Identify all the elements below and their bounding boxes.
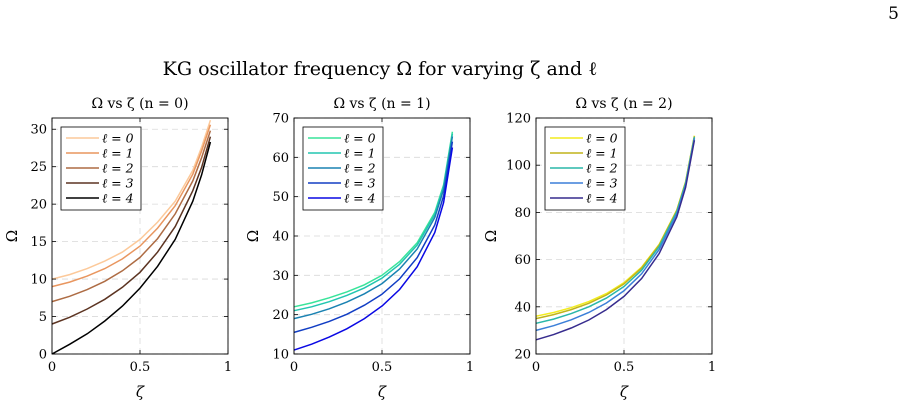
figure-title: KG oscillator frequency Ω for varying ζ … bbox=[162, 58, 598, 80]
y-tick-label: 10 bbox=[272, 348, 289, 363]
series-line-4 bbox=[535, 140, 696, 341]
subplot-n0: Ω vs ζ (n = 0) ζ Ω bbox=[3, 96, 189, 401]
legend-label: ℓ = 1 bbox=[102, 146, 134, 161]
y-tick-label: 120 bbox=[506, 112, 531, 127]
x-axis-label: ζ bbox=[136, 383, 145, 401]
subplot-n2: Ω vs ζ (n = 2) ζ Ω bbox=[482, 96, 673, 401]
y-tick-label: 40 bbox=[272, 230, 289, 245]
subplot-title: Ω vs ζ (n = 1) bbox=[333, 96, 430, 112]
legend-label: ℓ = 0 bbox=[344, 131, 376, 146]
subplot-title: Ω vs ζ (n = 0) bbox=[91, 96, 188, 112]
x-tick-label: 0 bbox=[290, 360, 298, 375]
x-axis-label: ζ bbox=[620, 383, 629, 401]
y-axis-label: Ω bbox=[244, 230, 262, 242]
y-tick-label: 20 bbox=[30, 198, 47, 213]
y-tick-label: 40 bbox=[514, 300, 531, 315]
x-axis-label: ζ bbox=[378, 383, 387, 401]
x-tick-label: 1 bbox=[708, 360, 716, 375]
y-tick-label: 15 bbox=[30, 235, 47, 250]
legend-label: ℓ = 2 bbox=[102, 161, 134, 176]
x-tick-label: 1 bbox=[466, 360, 474, 375]
y-tick-label: 60 bbox=[272, 151, 289, 166]
series-line-2 bbox=[51, 130, 212, 303]
y-tick-label: 10 bbox=[30, 273, 47, 288]
x-tick-label: 0 bbox=[532, 360, 540, 375]
y-tick-label: 5 bbox=[39, 310, 47, 325]
y-axis-label: Ω bbox=[482, 230, 500, 242]
x-tick-label: 0.5 bbox=[614, 360, 635, 375]
x-tick-label: 0.5 bbox=[372, 360, 393, 375]
series-line-3 bbox=[51, 136, 212, 325]
y-tick-label: 100 bbox=[506, 159, 531, 174]
legend-label: ℓ = 4 bbox=[344, 191, 376, 206]
y-tick-label: 0 bbox=[39, 348, 47, 363]
x-tick-label: 0.5 bbox=[130, 360, 151, 375]
series-line-0 bbox=[51, 119, 212, 280]
y-tick-label: 20 bbox=[272, 308, 289, 323]
legend-label: ℓ = 1 bbox=[586, 146, 618, 161]
legend-label: ℓ = 3 bbox=[586, 176, 618, 191]
subplot-n1: Ω vs ζ (n = 1) ζ Ω bbox=[244, 96, 431, 401]
y-tick-label: 30 bbox=[30, 123, 47, 138]
series-line-3 bbox=[293, 141, 454, 334]
series-line-4 bbox=[51, 141, 212, 355]
legend-label: ℓ = 2 bbox=[586, 161, 618, 176]
legend-label: ℓ = 3 bbox=[344, 176, 376, 191]
y-tick-label: 50 bbox=[272, 190, 289, 205]
page-number: 5 bbox=[888, 4, 899, 24]
y-axis-label: Ω bbox=[3, 230, 21, 242]
y-tick-label: 80 bbox=[514, 206, 531, 221]
legend-label: ℓ = 0 bbox=[102, 131, 134, 146]
x-tick-label: 0 bbox=[48, 360, 56, 375]
y-tick-label: 30 bbox=[272, 269, 289, 284]
x-tick-label: 1 bbox=[224, 360, 232, 375]
legend-label: ℓ = 2 bbox=[344, 161, 376, 176]
subplot-title: Ω vs ζ (n = 2) bbox=[575, 96, 672, 112]
y-tick-label: 60 bbox=[514, 253, 531, 268]
y-tick-label: 20 bbox=[514, 348, 531, 363]
y-tick-label: 70 bbox=[272, 112, 289, 127]
series-line-1 bbox=[293, 133, 454, 312]
legend-label: ℓ = 0 bbox=[586, 131, 618, 146]
series-line-1 bbox=[51, 124, 212, 288]
legend-label: ℓ = 3 bbox=[102, 176, 134, 191]
legend-label: ℓ = 4 bbox=[586, 191, 618, 206]
legend-label: ℓ = 4 bbox=[102, 191, 134, 206]
series-line-3 bbox=[535, 138, 696, 332]
y-tick-label: 25 bbox=[30, 160, 47, 175]
series-line-2 bbox=[293, 136, 454, 320]
legend-label: ℓ = 1 bbox=[344, 146, 376, 161]
series-line-4 bbox=[293, 147, 454, 351]
chart-1: 0 0.5 1 10 20 30 40 50 60 70 ℓ = 0ℓ = 1ℓ = 2ℓ = 3ℓ… bbox=[272, 112, 474, 376]
